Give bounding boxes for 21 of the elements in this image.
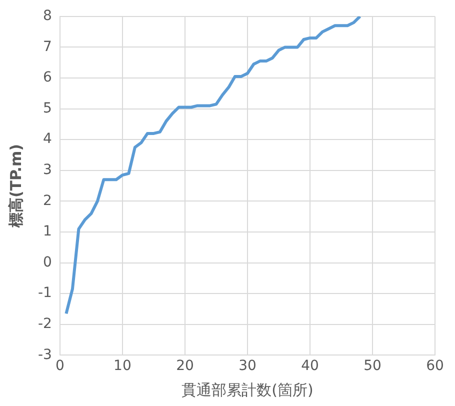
y-tick-label: 6 xyxy=(43,70,52,86)
x-tick-label: 30 xyxy=(238,358,256,374)
x-tick-label: 50 xyxy=(364,358,382,374)
x-tick-label: 0 xyxy=(56,358,64,374)
y-tick-label: 0 xyxy=(43,254,52,270)
y-axis-title: 標高(TP.m) xyxy=(6,144,25,229)
y-tick-label: -1 xyxy=(38,285,52,302)
x-axis-title: 貫通部累計数(箇所) xyxy=(182,380,314,399)
y-tick-label: 7 xyxy=(43,38,52,55)
x-tick-label: 10 xyxy=(114,358,132,374)
x-tick-label: 40 xyxy=(301,358,319,374)
y-tick-label: 1 xyxy=(43,224,52,240)
y-tick-label: 3 xyxy=(43,162,52,178)
y-tick-label: 2 xyxy=(43,192,52,209)
y-tick-label: 4 xyxy=(43,131,52,148)
x-tick-label: 60 xyxy=(426,358,444,374)
y-tick-label: 5 xyxy=(43,100,52,116)
x-tick-label: 20 xyxy=(176,358,194,374)
y-tick-label: 8 xyxy=(43,8,52,24)
y-tick-label: -3 xyxy=(38,346,52,363)
y-tick-label: -2 xyxy=(38,316,52,332)
